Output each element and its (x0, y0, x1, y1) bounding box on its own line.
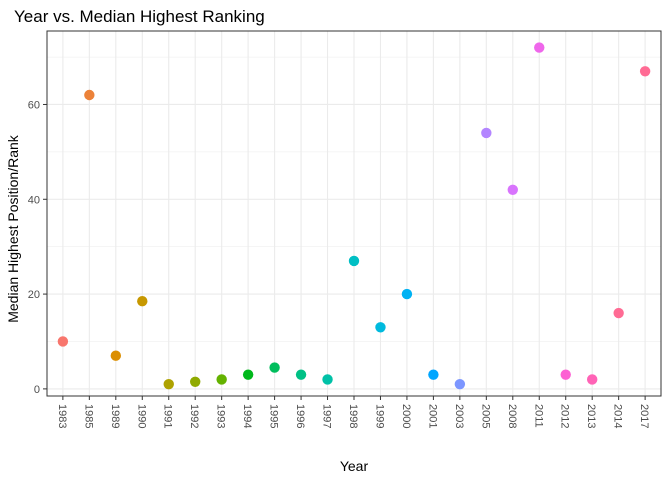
y-tick-label: 40 (28, 194, 40, 206)
data-point (454, 378, 466, 390)
y-tick-label: 20 (28, 289, 40, 301)
y-axis-title: Median Highest Position/Rank (5, 134, 21, 323)
data-point (481, 127, 492, 139)
x-axis-title: Year (340, 458, 369, 474)
x-tick-label: 2017 (638, 404, 650, 428)
x-tick-label: 2014 (612, 404, 624, 428)
x-tick-label: 2005 (479, 404, 491, 428)
data-point (322, 374, 333, 385)
y-axis: 0 20 40 60 (28, 99, 47, 396)
x-tick-label: 1995 (268, 404, 280, 428)
data-point (110, 350, 122, 361)
y-tick-label: 0 (34, 384, 40, 396)
data-point (375, 322, 386, 333)
data-point (163, 378, 174, 390)
x-tick-label: 1983 (56, 404, 68, 428)
data-point (57, 336, 69, 347)
data-point (295, 369, 307, 380)
grid-lines (47, 31, 661, 396)
data-point (560, 369, 571, 380)
x-tick-label: 2008 (506, 404, 518, 428)
data-point (613, 307, 624, 319)
data-point (401, 288, 413, 300)
x-tick-label: 1991 (162, 404, 174, 428)
x-tick-label: 1985 (82, 404, 94, 428)
x-tick-label: 2012 (559, 404, 571, 428)
x-tick-label: 2003 (453, 404, 465, 428)
y-tick-label: 60 (28, 99, 40, 111)
x-tick-label: 2013 (585, 404, 597, 428)
data-point (137, 295, 148, 307)
data-point (639, 66, 651, 77)
data-points (57, 42, 651, 390)
data-point (269, 362, 280, 373)
x-tick-label: 2000 (400, 404, 412, 428)
x-tick-label: 1999 (373, 404, 385, 428)
data-point (84, 89, 95, 101)
x-tick-label: 1990 (135, 404, 147, 428)
x-tick-label: 1994 (241, 404, 253, 428)
data-point (216, 374, 227, 385)
x-tick-label: 2001 (426, 404, 438, 428)
data-point (242, 369, 254, 380)
data-point (428, 369, 439, 380)
x-tick-label: 1992 (188, 404, 200, 428)
x-axis: 1983 1985 1989 1990 1991 1992 1993 1994 1995 1996… (56, 396, 650, 428)
x-tick-label: 1989 (109, 404, 121, 428)
data-point (507, 184, 518, 195)
data-point (534, 42, 545, 53)
chart-title: Year vs. Median Highest Ranking (14, 7, 265, 26)
data-point (190, 376, 201, 387)
x-tick-label: 1997 (321, 404, 333, 428)
data-point (586, 374, 598, 385)
x-tick-label: 1993 (215, 404, 227, 428)
x-tick-label: 1998 (347, 404, 359, 428)
x-tick-label: 1996 (294, 404, 306, 428)
x-tick-label: 2011 (532, 404, 544, 428)
data-point (348, 255, 360, 267)
